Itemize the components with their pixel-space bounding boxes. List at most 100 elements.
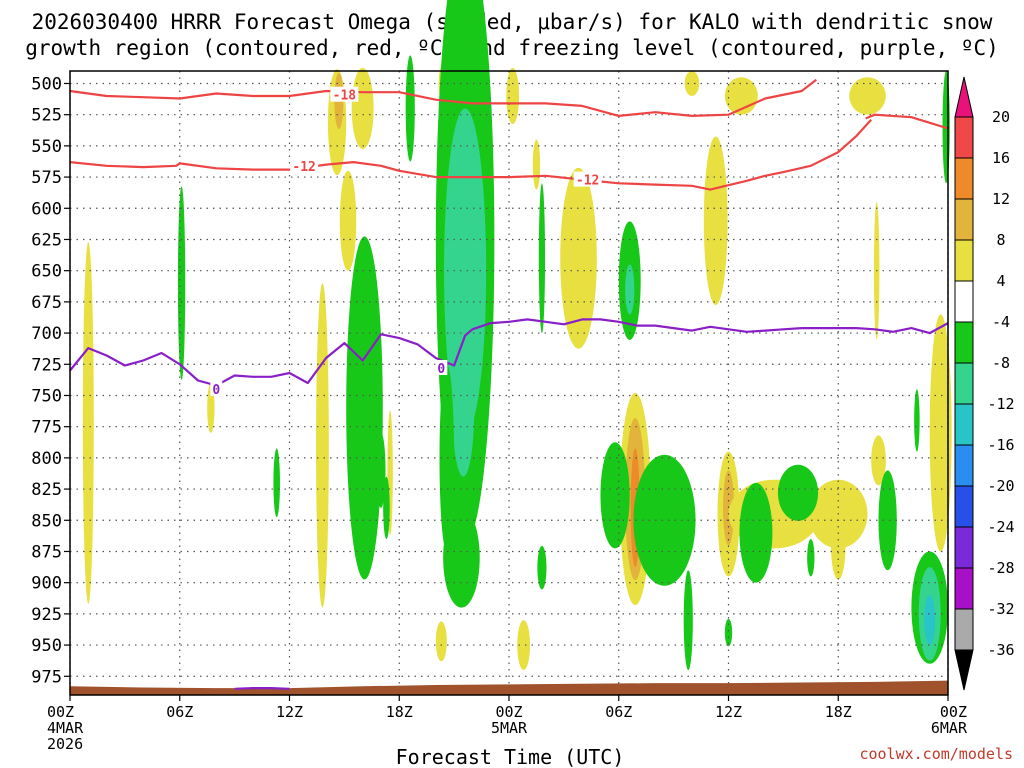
omega-region-57: [924, 595, 936, 646]
y-tick-label-850: 850: [31, 511, 62, 531]
x-tick-label-6-0: 06Z: [166, 703, 193, 721]
colorbar-bottom-arrow: [954, 649, 974, 691]
x-tick-label-48-0: 00Z: [940, 703, 967, 721]
x-tick-label-24-0: 00Z: [495, 703, 522, 721]
colorbar-bin-12: [954, 608, 974, 651]
colorbar-bin-4: [954, 280, 974, 323]
y-tick-label-925: 925: [31, 605, 62, 625]
omega-region-4: [339, 170, 357, 271]
omega-region-48: [683, 570, 693, 671]
omega-region-41: [383, 476, 390, 539]
y-tick-label-575: 575: [31, 168, 62, 188]
omega-region-40: [439, 364, 455, 552]
omega-region-50: [739, 482, 773, 583]
omega-region-0: [82, 241, 94, 604]
y-tick-label-875: 875: [31, 542, 62, 562]
contours: -18 -12 -12 0 0: [69, 78, 949, 690]
contour-line-6: [234, 687, 290, 690]
colorbar-label-5: -4: [992, 313, 1010, 331]
x-tick-label-42-0: 18Z: [825, 703, 852, 721]
credit-text: coolwx.com/models: [859, 745, 1013, 763]
chart-title-line-1: 2026030400 HRRR Forecast Omega (shaded, …: [32, 10, 993, 34]
omega-region-39: [405, 55, 415, 162]
chart-title-line-2: growth region (contoured, red, ºC) and f…: [25, 36, 999, 60]
omega-region-25: [849, 77, 886, 115]
x-tick-label-0-1: 4MAR: [47, 719, 84, 737]
omega-region-52: [807, 539, 815, 577]
colorbar-bin-2: [954, 198, 974, 241]
y-tick-label-625: 625: [31, 230, 62, 250]
x-tick-label-48-1: 6MAR: [931, 719, 968, 737]
omega-region-45: [625, 264, 635, 315]
colorbar-bin-3: [954, 239, 974, 282]
contour-label-4: 0: [212, 383, 220, 398]
y-tick-label-600: 600: [31, 199, 62, 219]
omega-region-29: [929, 314, 952, 552]
x-tick-label-30-0: 06Z: [605, 703, 632, 721]
y-tick-label-900: 900: [31, 574, 62, 594]
y-tick-label-700: 700: [31, 324, 62, 344]
colorbar-label-0: 20: [992, 108, 1010, 126]
omega-region-42: [538, 183, 546, 334]
colorbar-bin-5: [954, 321, 974, 364]
y-tick-label-775: 775: [31, 418, 62, 438]
omega-region-27: [684, 71, 700, 96]
omega-region-13: [532, 139, 541, 190]
contour-label-3: -12: [576, 174, 599, 189]
omega-region-9: [506, 67, 520, 125]
y-tick-label-650: 650: [31, 262, 62, 282]
contour-label-2: -12: [292, 160, 315, 175]
omega-region-46: [600, 442, 630, 549]
terrain-below-ground: [70, 680, 948, 695]
colorbar-label-3: 8: [996, 231, 1005, 249]
omega-region-53: [878, 470, 897, 571]
contour-label-bg-5: [435, 360, 448, 376]
x-tick-label-12-0: 12Z: [276, 703, 303, 721]
y-tick-label-500: 500: [31, 74, 62, 94]
omega-region-31: [177, 186, 186, 380]
y-tick-label-800: 800: [31, 449, 62, 469]
omega-region-12: [435, 621, 447, 662]
omega-region-24: [871, 435, 886, 486]
omega-region-43: [537, 545, 547, 590]
y-tick-label-750: 750: [31, 386, 62, 406]
x-tick-label-36-0: 12Z: [715, 703, 742, 721]
x-tick-label-24-1: 5MAR: [491, 719, 528, 737]
omega-region-5: [316, 283, 329, 608]
omega-region-38: [443, 507, 480, 608]
y-tick-label-525: 525: [31, 106, 62, 126]
omega-region-33: [346, 236, 383, 580]
plot-area: -18 -12 -12 0 0: [69, 0, 952, 696]
omega-region-49: [724, 618, 733, 647]
omega-region-51: [777, 464, 819, 521]
colorbar-bin-0: [954, 116, 974, 159]
colorbar-top-arrow: [954, 76, 974, 118]
contour-label-bg-3: [573, 171, 602, 187]
y-tick-label-825: 825: [31, 480, 62, 500]
omega-region-28: [830, 510, 846, 580]
y-tick-label-550: 550: [31, 137, 62, 157]
x-tick-label-18-0: 18Z: [386, 703, 413, 721]
colorbar-label-7: -12: [987, 395, 1014, 413]
colorbar-label-11: -28: [987, 559, 1014, 577]
colorbar-label-13: -36: [987, 641, 1014, 659]
contour-label-0: -18: [333, 89, 357, 104]
colorbar-bin-9: [954, 485, 974, 528]
x-tick-label-0-2: 2026: [47, 735, 83, 753]
colorbar-label-12: -32: [987, 600, 1014, 618]
omega-region-47: [633, 454, 696, 586]
colorbar-bin-11: [954, 567, 974, 610]
contour-label-bg-4: [210, 381, 223, 397]
colorbar: 20 16 12 8 4 -4 -8 -12 -16 -20 -24 -28 -32 -36: [954, 76, 1015, 691]
y-tick-label-975: 975: [31, 667, 62, 687]
omega-region-54: [914, 389, 920, 452]
contour-label-5: 0: [437, 362, 445, 377]
x-axis-label: Forecast Time (UTC): [396, 745, 625, 768]
colorbar-bin-1: [954, 157, 974, 200]
x-tick-label-0-0: 00Z: [47, 703, 74, 721]
contour-label-bg-2: [290, 157, 319, 173]
colorbar-bin-7: [954, 403, 974, 446]
omega-region-36: [444, 108, 487, 433]
